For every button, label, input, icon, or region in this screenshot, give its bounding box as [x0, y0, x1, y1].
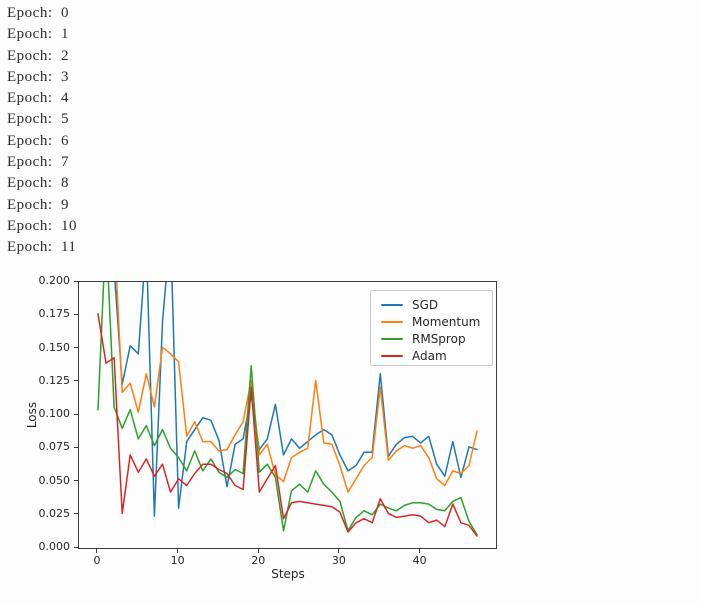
console-line: Epoch: 6	[7, 132, 69, 149]
x-tick-label: 10	[170, 554, 185, 567]
x-tick-label: 0	[93, 554, 101, 567]
x-tick-label: 30	[331, 554, 346, 567]
console-line: Epoch: 4	[7, 90, 69, 107]
y-tick-label: 0.075	[38, 440, 71, 454]
console-line: Epoch: 10	[7, 217, 77, 234]
y-tick-label: 0.025	[38, 506, 71, 520]
console-line: Epoch: 2	[7, 47, 69, 64]
loss-line-chart	[97, 282, 478, 537]
legend-label: Adam	[412, 348, 447, 363]
y-tick-label: 0.000	[38, 540, 71, 553]
series-line-momentum	[115, 282, 478, 493]
legend-swatch-rmsprop	[381, 337, 403, 340]
y-tick-mark	[74, 446, 78, 448]
x-tick-mark	[177, 549, 179, 553]
console-line: Epoch: 7	[7, 154, 69, 171]
legend-label: SGD	[412, 297, 439, 312]
console-line: Epoch: 8	[7, 175, 69, 192]
legend-swatch-adam	[381, 354, 403, 357]
y-tick-label: 0.200	[38, 274, 71, 287]
y-tick-mark	[74, 413, 78, 415]
x-axis-title: Steps	[271, 567, 305, 581]
legend-label: RMSprop	[412, 331, 466, 346]
y-tick-mark	[74, 347, 78, 348]
y-tick-mark	[74, 380, 78, 382]
x-tick-label: 20	[251, 554, 266, 567]
y-tick-mark	[74, 546, 78, 548]
x-tick-mark	[257, 549, 259, 553]
legend-item-rmsprop: RMSprop	[381, 330, 492, 347]
legend-label: Momentum	[412, 314, 481, 329]
console-line: Epoch: 0	[7, 5, 69, 21]
loss-figure: Loss Steps 0.000 0.025 0.050 0.075 0.100 0.12…	[0, 260, 560, 604]
x-tick-label: 40	[412, 554, 427, 567]
y-tick-mark	[74, 280, 78, 282]
chart-legend: SGD Momentum RMSprop Adam	[370, 290, 493, 366]
legend-item-sgd: SGD	[381, 296, 492, 313]
legend-swatch-sgd	[381, 303, 403, 306]
x-tick-mark	[96, 549, 98, 553]
y-tick-label: 0.100	[38, 407, 71, 420]
console-line: Epoch: 11	[7, 239, 77, 256]
console-line: Epoch: 5	[7, 111, 69, 128]
legend-item-adam: Adam	[381, 347, 492, 364]
y-tick-label: 0.125	[38, 373, 71, 387]
y-tick-mark	[74, 480, 78, 481]
x-tick-mark	[419, 549, 421, 553]
console-line: Epoch: 3	[7, 68, 69, 85]
x-tick-mark	[338, 549, 340, 553]
console-line: Epoch: 1	[7, 26, 69, 43]
legend-item-momentum: Momentum	[381, 313, 492, 330]
y-tick-mark	[74, 513, 78, 515]
series-line-adam	[97, 313, 478, 537]
y-tick-mark	[74, 313, 78, 315]
y-tick-label: 0.050	[38, 473, 71, 487]
legend-swatch-momentum	[381, 320, 403, 323]
y-tick-label: 0.150	[38, 340, 71, 354]
y-tick-label: 0.175	[38, 307, 71, 321]
console-output: Epoch: 0 Epoch: 1 Epoch: 2 Epoch: 3 Epoch: 4…	[7, 3, 77, 259]
console-line: Epoch: 9	[7, 196, 69, 213]
